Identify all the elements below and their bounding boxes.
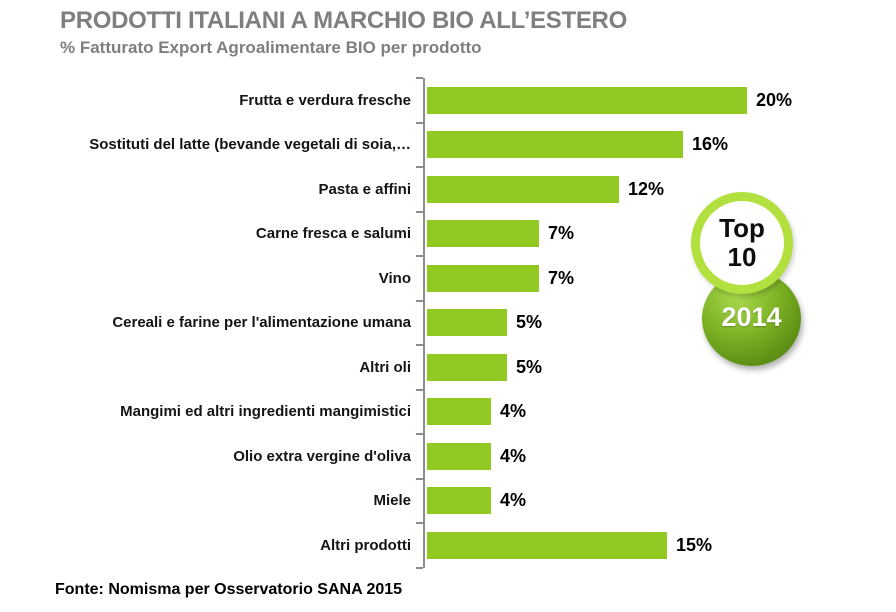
bar-row: Pasta e affini 12% [0,167,896,212]
chart-title: PRODOTTI ITALIANI A MARCHIO BIO ALL’ESTE… [60,7,627,34]
top10-number: 10 [727,242,757,272]
category-label: Vino [378,269,411,287]
bar-row: Altri oli 5% [0,345,896,390]
axis-tick [416,77,423,79]
category-label: Frutta e verdura fresche [239,91,411,109]
top10-circle: Top 10 [691,192,793,294]
axis-tick [416,388,423,391]
value-label: 5% [516,356,543,377]
value-label: 12% [628,178,665,199]
bar-row: Vino 7% [0,256,896,301]
category-label: Pasta e affini [318,180,411,198]
category-label: Carne fresca e salumi [255,225,411,243]
source-note: Fonte: Nomisma per Osservatorio SANA 201… [55,581,403,598]
value-label: 15% [676,534,713,555]
bar [427,531,667,559]
value-label: 16% [692,134,729,155]
bar-row: Cereali e farine per l'alimentazione uma… [0,301,896,346]
bar-row: Sostituti del latte (bevande vegetali di… [0,123,896,168]
year-label: 2014 [721,302,782,332]
bar [427,131,683,159]
bar-row: Frutta e verdura fresche 20% [0,78,896,123]
top10-word: Top [719,212,765,243]
axis-tick [416,477,423,480]
bar [427,264,539,292]
bar [427,353,507,381]
bar-row: Mangimi ed altri ingredienti mangimistic… [0,390,896,435]
axis-tick [416,433,423,435]
bar [427,398,491,426]
bar-rows: Frutta e verdura fresche 20% Sostituti del… [0,78,896,568]
value-label: 4% [500,401,527,422]
bar-row: Altri prodotti 15% [0,523,896,568]
value-label: 5% [516,312,543,333]
axis-tick [416,566,423,569]
category-label: Miele [373,492,411,510]
category-label: Mangimi ed altri ingredienti mangimistic… [120,403,411,421]
bar [427,487,491,515]
axis-tick [416,344,423,346]
category-label: Sostituti del latte (bevande vegetali di… [89,136,411,154]
value-label: 20% [756,89,793,110]
axis-tick [416,121,423,124]
bar [427,309,507,337]
axis-tick [416,166,423,168]
category-label: Cereali e farine per l'alimentazione uma… [112,314,411,332]
bar-chart: Frutta e verdura fresche 20% Sostituti del… [0,77,896,569]
bar [427,175,619,203]
axis-tick [416,255,423,257]
axis-tick [416,299,423,302]
axis-tick [416,210,423,213]
bar [427,86,747,114]
bar-row: Carne fresca e salumi 7% [0,212,896,257]
value-label: 7% [548,223,575,244]
bar-row: Miele 4% [0,479,896,524]
bar-row: Olio extra vergine d'oliva 4% [0,434,896,479]
axis-line [416,77,425,569]
category-label: Olio extra vergine d'oliva [233,447,411,465]
value-label: 4% [500,445,527,466]
chart-subtitle: % Fatturato Export Agroalimentare BIO pe… [60,38,482,57]
value-label: 7% [548,267,575,288]
bar [427,220,539,248]
category-label: Altri oli [359,358,411,376]
category-label: Altri prodotti [320,536,411,554]
value-label: 4% [500,490,527,511]
bar [427,442,491,470]
axis-tick [416,522,423,524]
